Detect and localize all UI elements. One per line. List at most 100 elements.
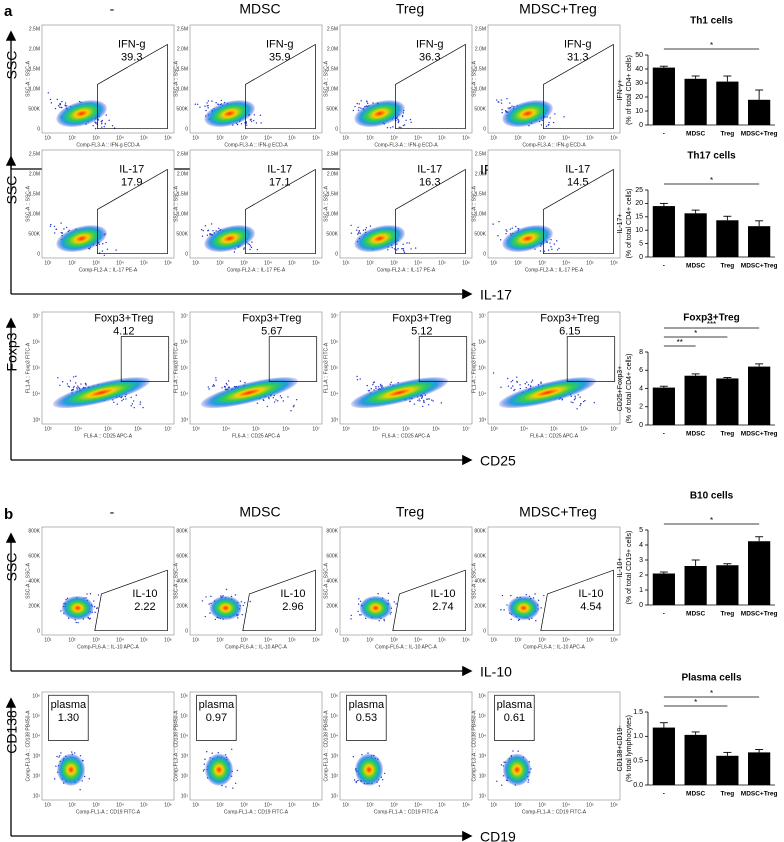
bar [716,81,739,125]
event-dot [357,226,359,229]
event-dot [212,230,214,232]
flow-x-tick: 10³ [538,802,546,808]
event-dot [57,377,59,379]
column-header: MDSC+Treg [519,1,597,17]
gate-name: IFN-g [266,38,294,50]
event-dot [389,613,392,615]
flow-y-label: SSC-A :: SSC-A [25,185,31,222]
flow-x-tick: 10⁴ [222,426,230,432]
event-dot [508,107,511,109]
gate [494,694,535,741]
event-dot [210,223,213,225]
event-dot [226,384,228,386]
event-dot [357,233,359,235]
event-dot [426,398,428,400]
significance-label: * [710,176,713,185]
flow-y-tick: 0 [185,126,188,132]
gate [245,168,316,255]
event-dot [414,247,417,249]
flow-y-tick: 200K [176,603,188,609]
event-dot [213,385,216,387]
flow-y-tick: 800K [28,528,40,534]
event-dot [96,607,98,609]
event-dot [245,122,247,124]
flow-x-tick: 10² [366,135,374,141]
flow-y-tick: 10³ [331,753,339,759]
x-tick-label: MDSC [686,131,705,138]
event-dot [54,107,57,110]
event-dot [352,755,355,758]
event-dot [579,404,581,407]
flow-x-tick: 10¹ [490,637,498,643]
event-dot [535,620,537,622]
event-dot [547,249,550,251]
event-dot [512,750,514,752]
event-dot [74,752,76,754]
event-dot [215,377,217,379]
event-dot [515,225,517,228]
event-dot [400,126,402,129]
event-dot [242,604,244,607]
event-dot [292,405,295,408]
event-dot [200,228,203,231]
flow-y-tick: 200K [474,603,486,609]
event-dot [403,251,406,254]
event-dot [53,225,56,228]
event-dot [205,109,207,112]
event-dot [234,594,237,596]
flow-y-tick: 10⁶ [180,339,188,345]
flow-y-tick: 10⁷ [181,313,189,319]
plot-frame [487,526,621,636]
event-dot [554,113,556,115]
density-core [355,753,384,786]
density-core [350,377,448,409]
event-dot [66,105,68,107]
event-dot [105,241,107,244]
flow-x-tick: 10⁶ [610,802,618,808]
event-dot [402,243,404,246]
x-tick-label: MDSC [686,611,705,618]
event-dot [529,385,532,387]
flow-x-tick: 10⁴ [74,426,82,432]
flow-x-tick: 10¹ [342,135,350,141]
flow-y-tick: 10⁴ [478,733,486,739]
flow-y-label: FL1-A :: Foxp3 FITC-A [471,342,477,393]
flow-x-tick: 10³ [390,135,398,141]
event-dot [511,379,514,382]
flow-y-tick: 10⁶ [478,339,486,345]
event-dot [79,755,82,757]
y-tick-label: 6 [639,367,643,374]
flow-y-tick: 500K [326,106,338,112]
density-core [354,225,405,252]
event-dot [280,397,283,399]
event-dot [260,122,262,124]
event-dot [201,600,204,602]
flow-x-label: Comp-FL6-A :: IL-10 APC-A [225,644,287,650]
event-dot [295,398,298,401]
gate [543,43,614,130]
flow-y-tick: 10⁵ [32,365,40,371]
flow-y-tick: 10⁵ [478,713,486,719]
flow-y-tick: 0 [483,251,486,257]
gate-name: plasma [199,699,235,711]
flow-y-tick: 0 [335,126,338,132]
event-dot [356,229,358,231]
event-dot [540,381,542,383]
y-tick-label: 0.5 [633,758,643,765]
event-dot [584,399,586,402]
flow-x-tick: 10¹ [44,135,52,141]
event-dot [527,384,530,386]
event-dot [105,114,107,116]
y-tick-label: 30 [635,80,643,87]
event-dot [240,123,243,125]
flow-x-tick: 10⁵ [252,426,260,432]
flow-x-tick: 10⁶ [134,426,142,432]
flow-y-label: Comp-FL3-A :: CD138 PB450-A [471,710,477,782]
event-dot [221,387,223,389]
flow-y-tick: 2.0M [475,171,486,177]
event-dot [78,386,80,389]
event-dot [101,123,103,125]
